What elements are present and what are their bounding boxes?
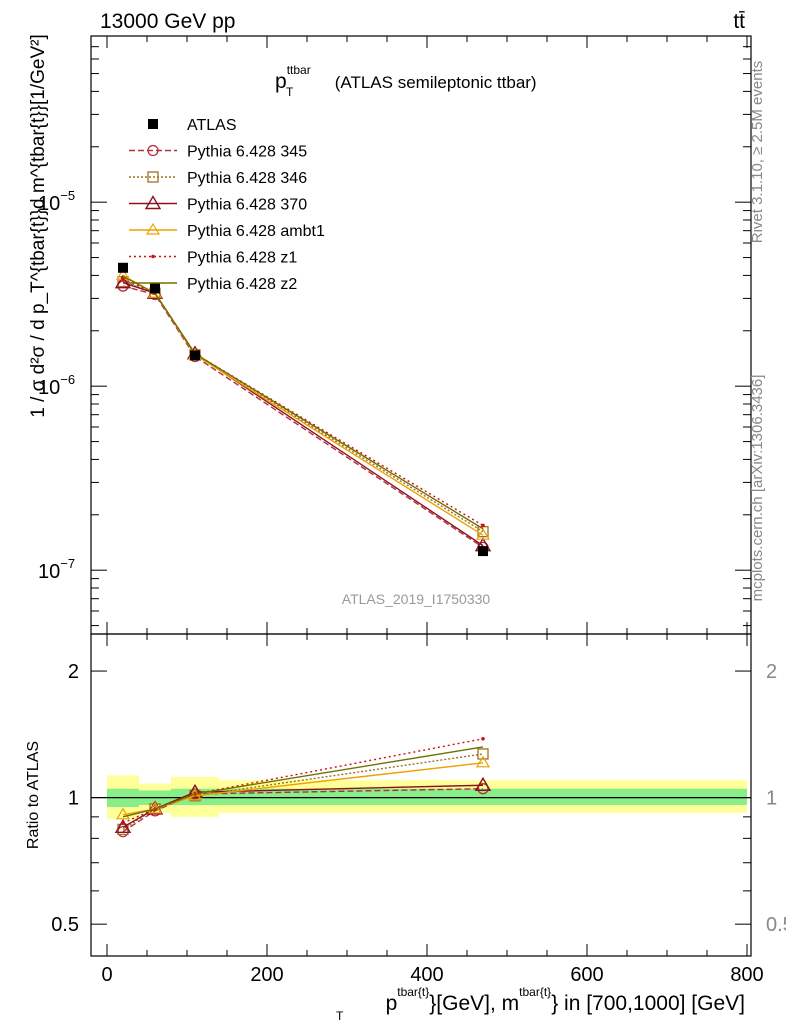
legend-label-2: Pythia 6.428 370 <box>187 197 307 214</box>
x-tick-label: 0 <box>101 964 112 986</box>
ratio-series-marker-4 <box>121 821 125 825</box>
main-y-tick-label: 10−7 <box>38 556 75 583</box>
main-series-line-1 <box>122 280 484 533</box>
ratio-series-marker-0 <box>477 783 489 795</box>
ratio-series-marker-4 <box>481 737 485 741</box>
x-tick-label: 800 <box>730 964 763 986</box>
ratio-y-tick-label: 0.5 <box>51 914 79 936</box>
ratio-series-lines <box>114 737 492 838</box>
tick-base: 10 <box>38 377 60 399</box>
mcplots-label: mcplots.cern.ch [arXiv:1306.3436] <box>749 375 766 602</box>
main-series-line-2 <box>122 282 484 547</box>
tick-exponent: −7 <box>60 556 75 571</box>
x-tick-label: 600 <box>570 964 603 986</box>
main-series-line-4 <box>122 278 484 527</box>
title-rest: (ATLAS semileptonic ttbar) <box>330 73 537 92</box>
plot-title: pttbar T (ATLAS semileptonic ttbar) <box>275 63 537 99</box>
atlas-data-point <box>118 262 128 273</box>
title-sub: T <box>286 85 294 99</box>
tick-exponent: −5 <box>60 188 75 203</box>
xlabel-sup1: tbar{t} <box>397 985 429 999</box>
legend-marker-2 <box>144 195 162 210</box>
xlabel-rest: } in [700,1000] [GeV] <box>551 992 745 1015</box>
legend-marker-atlas <box>148 119 158 129</box>
ratio-plot-frame <box>90 633 752 957</box>
title-main: p <box>275 70 287 93</box>
main-axis-ticks: 10−710−610−5 <box>38 35 751 634</box>
atlas-data-point <box>190 350 200 361</box>
main-series-marker-3 <box>475 528 491 540</box>
main-series-marker-4 <box>481 523 485 528</box>
ratio-series-line-2 <box>122 784 484 828</box>
tick-base: 10 <box>38 193 60 215</box>
main-y-tick-label: 10−6 <box>38 372 75 399</box>
legend-label-1: Pythia 6.428 346 <box>187 170 307 187</box>
main-series-lines <box>114 268 492 554</box>
ratio-series-line-3 <box>122 762 484 816</box>
xlabel-sub: T <box>336 1009 344 1023</box>
main-y-tick-label: 10−5 <box>38 188 75 215</box>
ratio-series-marker-1 <box>477 748 489 760</box>
atlas-data-points <box>118 262 488 557</box>
x-axis-label: ptbar{t}}[GeV], mtbar{t}} in [700,1000] … <box>386 985 745 1015</box>
ratio-band-inner-3 <box>219 788 747 806</box>
analysis-watermark: ATLAS_2019_I1750330 <box>342 591 491 607</box>
ratio-series-marker-2 <box>474 776 492 791</box>
ratio-series-marker-2 <box>186 783 204 798</box>
legend-marker-0 <box>147 144 159 157</box>
main-y-axis-label: 1 / σ d²σ / d p_T^{tbar{t}}d m^{tbar{t}}… <box>28 34 49 418</box>
main-series-marker-4 <box>121 277 125 282</box>
ratio-series-line-5 <box>122 746 484 818</box>
title-sup: ttbar <box>287 63 311 77</box>
legend-marker-4 <box>151 254 155 259</box>
ratio-series-marker-2 <box>114 818 132 833</box>
ratio-y-tick-label-right: 2 <box>766 661 777 683</box>
ratio-y-axis-label: Ratio to ATLAS <box>25 741 42 849</box>
legend-marker-1 <box>147 171 159 183</box>
rivet-version-label: Rivet 3.1.10, ≥ 2.5M events <box>749 61 766 244</box>
collision-label: 13000 GeV pp <box>100 10 235 33</box>
legend: ATLAS Pythia 6.428 345 Pythia 6.428 346 Pyt… <box>129 117 325 293</box>
xlabel-sup2: tbar{t} <box>519 985 551 999</box>
ratio-series-marker-3 <box>475 755 491 768</box>
ratio-axis-ticks: 0 200 400 600 800 0.5 0.5 1 1 2 2 <box>51 634 786 986</box>
ratio-series-line-1 <box>122 753 484 831</box>
ratio-y-tick-label: 2 <box>68 661 79 683</box>
atlas-data-point <box>150 283 160 294</box>
ratio-series-marker-3 <box>115 807 131 820</box>
x-tick-label: 200 <box>250 964 283 986</box>
tick-base: 10 <box>38 561 60 583</box>
legend-label-5: Pythia 6.428 z2 <box>187 276 297 293</box>
main-series-marker-2 <box>114 274 132 289</box>
legend-marker-3 <box>145 222 161 235</box>
ratio-y-tick-label-right: 0.5 <box>766 914 786 936</box>
xlabel-mid: }[GeV], m <box>429 992 519 1015</box>
main-series-line-0 <box>122 285 484 548</box>
atlas-data-point <box>478 546 488 557</box>
legend-label-4: Pythia 6.428 z1 <box>187 250 297 267</box>
legend-label-3: Pythia 6.428 ambt1 <box>187 223 325 240</box>
ratio-y-tick-label: 1 <box>68 788 79 810</box>
legend-label-atlas: ATLAS <box>187 117 237 134</box>
xlabel-p: p <box>386 992 398 1015</box>
tick-exponent: −6 <box>60 372 75 387</box>
legend-label-0: Pythia 6.428 345 <box>187 144 307 161</box>
x-tick-label: 400 <box>410 964 443 986</box>
main-series-line-5 <box>122 275 484 530</box>
process-label: tt̄ <box>733 10 745 33</box>
ratio-y-tick-label-right: 1 <box>766 788 777 810</box>
